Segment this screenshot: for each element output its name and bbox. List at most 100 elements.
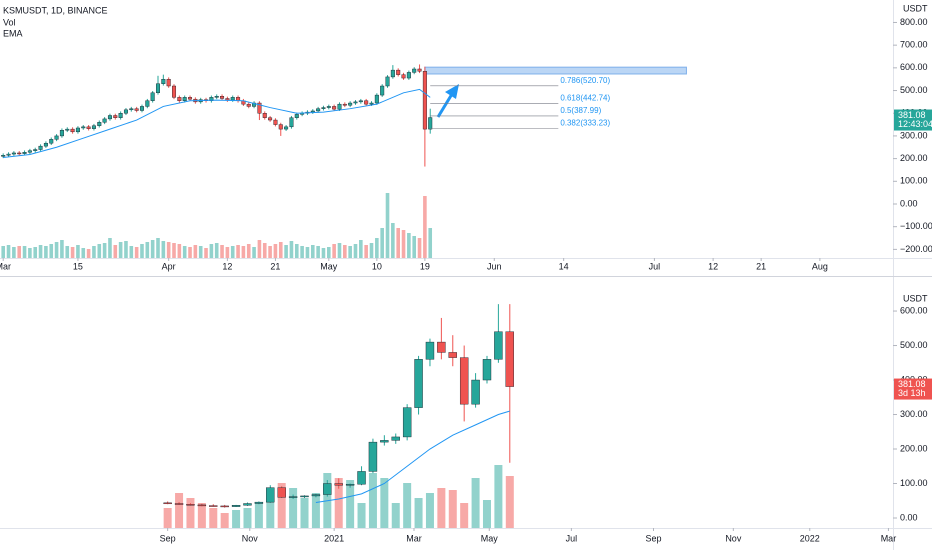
trend-arrow [436,84,459,118]
candle-body [186,504,195,506]
volume-bar [49,244,54,258]
candle-body [321,107,326,109]
candle-body [107,115,112,120]
volume-bar [284,245,288,258]
x-tick-label: 2022 [800,533,820,543]
y-tick-label: 500.00 [900,85,928,95]
y-tick-label: 200.00 [900,153,928,163]
x-tick-label: Jun [487,261,502,271]
candle-body [257,102,262,114]
candle-body [368,441,378,472]
x-tick-label: Jul [649,261,661,271]
candle-body [230,97,235,101]
x-tick-label: Sep [160,533,176,543]
volume-bar [380,228,384,258]
candle-body [43,142,48,147]
candle-body [437,341,446,353]
x-tick-label: 2021 [324,533,344,543]
volume-bar [391,223,395,258]
indicator-legend: Vol [3,17,16,27]
candle-body [428,117,433,130]
volume-bar [417,238,422,258]
candle-body [220,505,229,508]
last-price-label: 381.08 [898,379,926,389]
candle-body [17,152,22,155]
candle-body [288,496,298,498]
volume-bar [182,246,187,258]
volume-bar [163,508,172,528]
volume-bar [145,242,150,258]
candle-body [220,96,225,99]
volume-bar [375,238,379,258]
volume-bar [396,228,400,258]
volume-bar [220,245,224,258]
volume-bar [54,242,59,258]
x-tick-label: 15 [73,261,83,271]
candle-body [1,155,6,157]
candle-body [161,78,166,84]
candle-body [396,69,401,75]
candle-body [273,119,278,125]
candle-body [348,102,353,106]
candle-body [380,85,385,96]
candle-body [425,341,435,360]
volume-bar [1,246,6,258]
volume-bar [209,244,214,258]
volume-bar [353,244,358,258]
candle-body [353,101,358,104]
volume-bar [262,243,267,258]
x-tick-label: Jul [566,533,578,543]
volume-bar [437,488,446,528]
volume-bar [316,246,320,258]
candle-body [459,357,469,405]
volume-bar [28,248,32,258]
volume-bar [102,243,107,258]
volume-bar [428,228,433,258]
candle-body [268,117,273,121]
volume-bar [482,500,491,528]
candle-body [357,471,366,485]
last-price-label: 381.08 [898,110,926,120]
indicator-legend: EMA [3,28,23,38]
volume-bar [278,242,283,258]
x-tick-label: 19 [420,261,430,271]
volume-bar [6,245,11,258]
volume-bar [134,247,139,258]
candle-body [113,115,118,118]
fib-label: 0.5(387.99) [560,106,601,115]
volume-bar [300,246,304,258]
volume-bar [198,246,203,258]
volume-bar [225,247,230,258]
y-tick-label: −100.00 [900,221,932,231]
y-tick-label: 300.00 [900,409,928,419]
volume-bar [407,233,411,258]
candle-body [311,494,321,497]
candle-body [22,152,27,154]
volume-bar [343,245,347,258]
volume-bar [124,241,128,258]
y-tick-label: 300.00 [900,130,928,140]
volume-bar [337,243,342,258]
volume-bar [357,503,366,528]
candle-body [91,125,96,129]
volume-bar [294,244,299,258]
candle-body [294,114,299,118]
candle-body [289,117,294,128]
volume-bar [310,245,315,258]
candle-body [471,379,480,405]
volume-bar [346,480,355,528]
candle-body [102,118,107,123]
candle-body [284,126,289,130]
volume-bar [150,240,155,258]
volume-bar [209,508,218,528]
candle-body [448,352,457,358]
candle-body [70,128,75,133]
candle-body [385,76,390,87]
volume-bar [494,465,503,528]
candle-body [300,495,309,498]
volume-bar [289,241,294,258]
x-tick-label: 12 [708,261,718,271]
volume-bar [60,240,64,258]
volume-bar [193,245,198,258]
